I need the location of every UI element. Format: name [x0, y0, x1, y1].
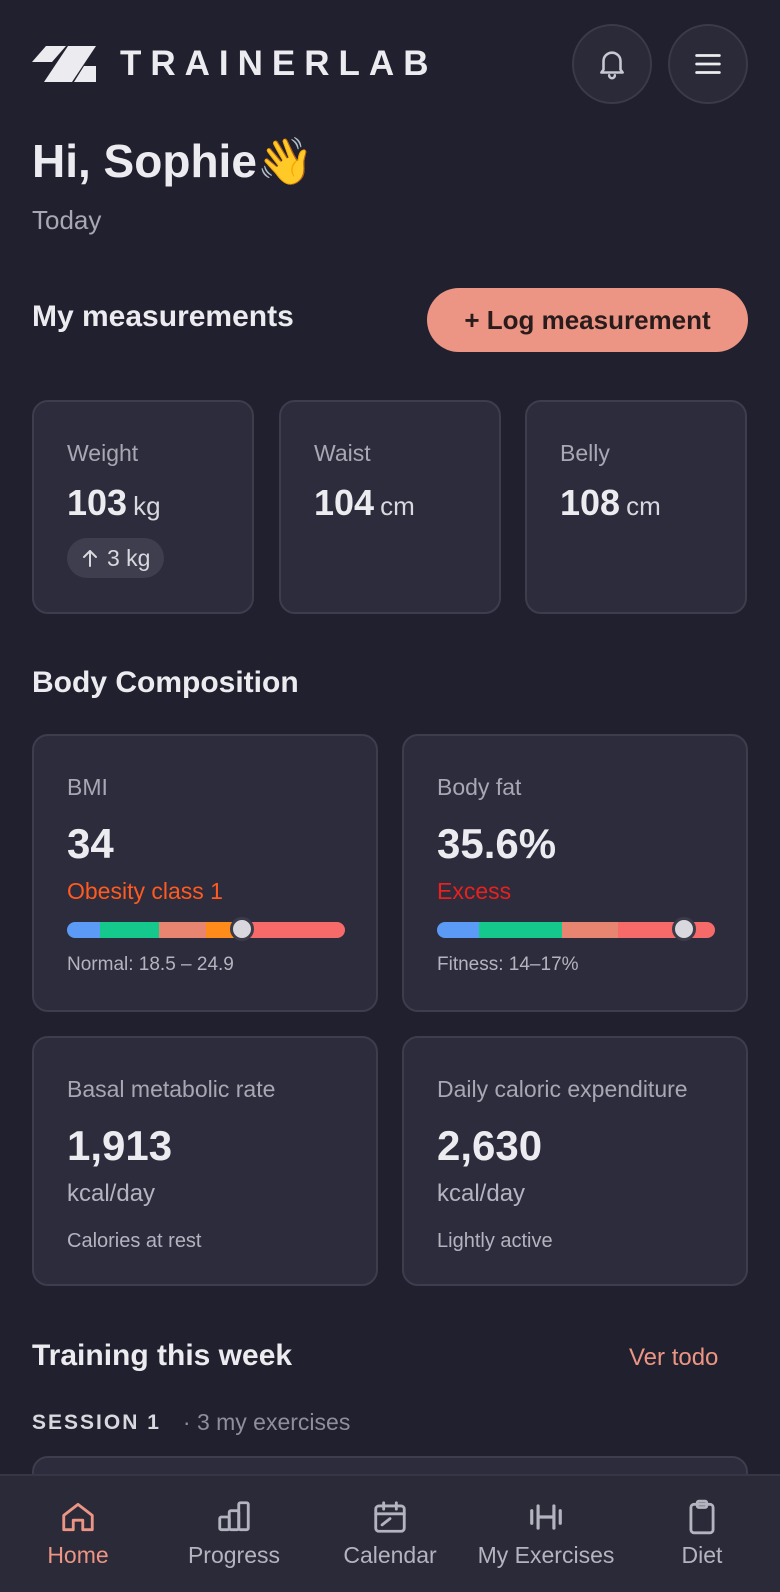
nav-label: Diet — [681, 1542, 723, 1568]
greeting-title: Hi, Sophie👋 — [32, 135, 315, 187]
bmr-value: 1,913 — [67, 1122, 173, 1169]
measurement-card-weight[interactable]: Weight 103 kg 3 kg — [32, 400, 254, 614]
nav-label: Home — [47, 1542, 109, 1568]
bar-chart-icon — [218, 1501, 250, 1532]
measurement-number: 104 — [314, 482, 375, 523]
training-title: Training this week — [32, 1339, 293, 1372]
nav-label: Progress — [187, 1542, 281, 1568]
body-fat-label: Body fat — [437, 774, 522, 800]
bmi-label: BMI — [67, 774, 108, 800]
weight-change-value: 3 kg — [107, 544, 151, 571]
scale-segment — [617, 922, 715, 938]
bmr-unit: kcal/day — [67, 1180, 156, 1207]
body-fat-status: Excess — [437, 878, 512, 904]
nav-label: My Exercises — [477, 1542, 615, 1568]
home-icon — [62, 1502, 94, 1532]
measurement-value: 108 cm — [560, 482, 661, 524]
scale-segment — [562, 922, 618, 938]
body-fat-value: 35.6% — [437, 820, 557, 867]
scale-segment — [437, 922, 479, 938]
body-fat-card[interactable]: Body fat 35.6% Excess Fitness: 14–17% — [402, 734, 748, 1012]
measurement-unit: cm — [380, 491, 415, 521]
bmi-card[interactable]: BMI 34 Obesity class 1 Normal: 18.5 – 24… — [32, 734, 378, 1012]
scale-segment — [158, 922, 206, 938]
tdee-unit: kcal/day — [437, 1180, 526, 1207]
body-fat-fitness-range: Fitness: 14–17% — [437, 954, 579, 975]
scale-segment — [67, 922, 101, 938]
measurement-card-waist[interactable]: Waist 104 cm — [279, 400, 501, 614]
hamburger-menu-icon — [695, 54, 721, 74]
notifications-button[interactable] — [572, 24, 652, 104]
logo-mark-icon — [32, 46, 96, 82]
scale-segment — [478, 922, 563, 938]
measurement-label: Belly — [560, 440, 610, 466]
bottom-navigation: Home Progress Calendar — [0, 1474, 780, 1592]
tdee-value: 2,630 — [437, 1122, 543, 1169]
tdee-description: Lightly active — [437, 1230, 553, 1252]
measurement-number: 103 — [67, 482, 128, 523]
bmr-label: Basal metabolic rate — [67, 1076, 276, 1102]
tdee-card[interactable]: Daily caloric expenditure 2,630 kcal/day… — [402, 1036, 748, 1286]
session-header: SESSION 1 · 3 my exercises — [32, 1409, 350, 1436]
measurement-number: 108 — [560, 482, 621, 523]
scale-segment — [100, 922, 159, 938]
see-all-link[interactable]: Ver todo — [629, 1344, 719, 1371]
nav-item-my-exercises[interactable]: My Exercises — [468, 1476, 624, 1592]
dumbbell-icon — [530, 1504, 562, 1530]
scale-segment — [242, 922, 345, 938]
bmi-normal-range: Normal: 18.5 – 24.9 — [67, 954, 234, 975]
clipboard-icon — [689, 1499, 715, 1535]
measurement-unit: kg — [133, 491, 161, 521]
bmr-description: Calories at rest — [67, 1230, 202, 1252]
body-fat-marker — [672, 917, 697, 941]
date-subtitle: Today — [32, 205, 102, 235]
measurements-title: My measurements — [32, 300, 294, 333]
app-header: TRAINERLAB — [0, 0, 780, 126]
log-measurement-button[interactable]: + Log measurement — [427, 288, 748, 352]
measurement-value: 103 kg — [67, 482, 161, 524]
menu-button[interactable] — [668, 24, 748, 104]
bmi-scale-bar — [67, 922, 345, 938]
measurement-value: 104 cm — [314, 482, 415, 524]
measurement-label: Waist — [314, 440, 371, 466]
weight-change-badge: 3 kg — [67, 538, 165, 578]
nav-item-calendar[interactable]: Calendar — [312, 1476, 468, 1592]
bmi-status: Obesity class 1 — [67, 878, 223, 904]
calendar-icon — [374, 1501, 406, 1533]
arrow-up-icon — [83, 550, 97, 567]
measurement-label: Weight — [67, 440, 139, 466]
brand-name: TRAINERLAB — [120, 44, 438, 83]
nav-label: Calendar — [343, 1542, 437, 1568]
nav-item-diet[interactable]: Diet — [624, 1476, 780, 1592]
measurement-unit: cm — [626, 491, 661, 521]
session-exercise-count: · 3 my exercises — [182, 1409, 351, 1435]
bmr-card[interactable]: Basal metabolic rate 1,913 kcal/day Calo… — [32, 1036, 378, 1286]
measurement-card-belly[interactable]: Belly 108 cm — [525, 400, 747, 614]
session-name: SESSION 1 — [32, 1410, 161, 1434]
nav-item-progress[interactable]: Progress — [156, 1476, 312, 1592]
tdee-label: Daily caloric expenditure — [437, 1076, 688, 1102]
bell-icon — [600, 51, 624, 80]
nav-item-home[interactable]: Home — [0, 1476, 156, 1592]
body-composition-title: Body Composition — [32, 666, 299, 699]
bmi-value: 34 — [67, 820, 114, 867]
brand-logo[interactable]: TRAINERLAB — [32, 44, 437, 84]
bmi-marker — [230, 917, 255, 941]
